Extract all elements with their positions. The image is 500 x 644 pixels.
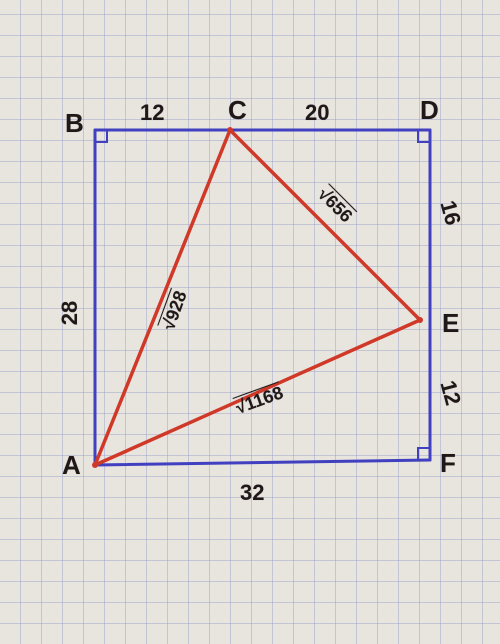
- vertex-label-F: F: [440, 448, 456, 479]
- vertex-label-C: C: [228, 95, 247, 126]
- edge-CE: [230, 130, 420, 320]
- edge-label-CD: 20: [305, 100, 329, 126]
- edge-FA: [95, 460, 430, 465]
- right-angle-F: [418, 448, 430, 460]
- vertex-label-E: E: [442, 308, 459, 339]
- vertex-label-D: D: [420, 95, 439, 126]
- right-angle-B: [95, 130, 107, 142]
- outer-rectangle: [95, 130, 430, 465]
- edge-label-BC: 12: [140, 100, 164, 126]
- right-angle-D: [418, 130, 430, 142]
- vertex-label-B: B: [65, 108, 84, 139]
- inner-triangle: [95, 130, 420, 465]
- vertex-label-A: A: [62, 450, 81, 481]
- triangle-vertices: [92, 127, 423, 468]
- edge-label-AB: 28: [57, 301, 83, 325]
- edge-label-AF: 32: [240, 480, 264, 506]
